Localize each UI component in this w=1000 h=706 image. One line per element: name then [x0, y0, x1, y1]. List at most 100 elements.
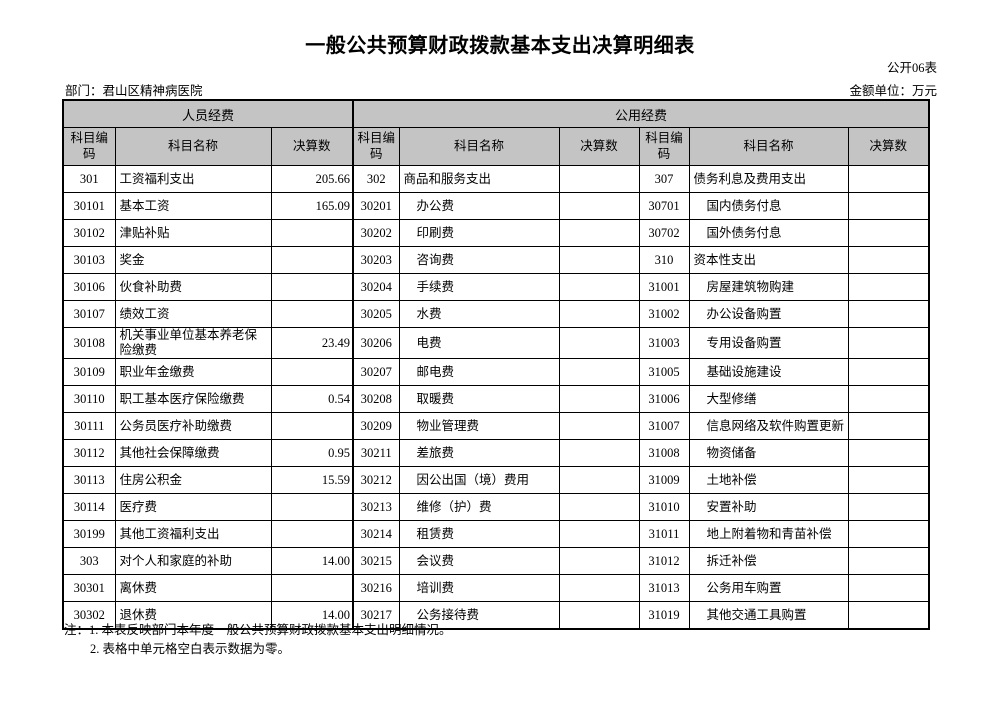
final-amount-cell	[847, 493, 930, 521]
subject-code-cell: 30204	[352, 273, 400, 301]
final-amount-cell	[558, 493, 640, 521]
subject-name-cell: 商品和服务支出	[398, 165, 560, 193]
group-header-personnel: 人员经费	[62, 99, 354, 128]
subject-name-cell: 资本性支出	[688, 246, 849, 274]
table-row: 30114 医疗费 30213 维修（护）费 31010 安置补助	[62, 493, 930, 521]
subject-name-cell: 拆迁补偿	[688, 547, 849, 575]
subject-name-cell: 会议费	[398, 547, 560, 575]
final-amount-cell	[558, 547, 640, 575]
table-header: 人员经费 公用经费 科目编码 科目名称 决算数 科目编码 科目名称 决算数 科目…	[62, 99, 930, 166]
subject-code-cell: 31001	[638, 273, 690, 301]
table-row: 30111 公务员医疗补助缴费 30209 物业管理费 31007 信息网络及软件购置更新	[62, 412, 930, 440]
table-row: 30108 机关事业单位基本养老保险缴费 23.49 30206 电费 31003 专用设备…	[62, 327, 930, 359]
subject-code-cell: 31009	[638, 466, 690, 494]
subject-name-cell: 绩效工资	[114, 300, 272, 328]
subject-code-cell: 30205	[352, 300, 400, 328]
subject-code-cell: 30199	[62, 520, 116, 548]
subject-name-cell: 基础设施建设	[688, 358, 849, 386]
subject-code-cell: 30206	[352, 327, 400, 359]
subject-code-cell: 30102	[62, 219, 116, 247]
final-amount-cell	[558, 520, 640, 548]
subject-code-cell: 30701	[638, 192, 690, 220]
final-amount-cell	[558, 273, 640, 301]
final-amount-cell	[847, 385, 930, 413]
final-amount-cell	[847, 520, 930, 548]
group-header-public: 公用经费	[352, 99, 930, 128]
final-amount-cell: 205.66	[270, 165, 354, 193]
table-row: 30110 职工基本医疗保险缴费 0.54 30208 取暖费 31006 大型修缮	[62, 385, 930, 413]
subject-name-cell: 土地补偿	[688, 466, 849, 494]
subject-name-cell: 物资储备	[688, 439, 849, 467]
final-amount-cell	[558, 246, 640, 274]
subject-name-cell: 国外债务付息	[688, 219, 849, 247]
subject-name-cell: 租赁费	[398, 520, 560, 548]
subject-code-cell: 30201	[352, 192, 400, 220]
subject-name-cell: 安置补助	[688, 493, 849, 521]
subject-code-cell: 30301	[62, 574, 116, 602]
subject-code-cell: 310	[638, 246, 690, 274]
table-row: 301 工资福利支出 205.66 302 商品和服务支出 307 债务利息及费用支出	[62, 165, 930, 193]
subject-code-cell: 30212	[352, 466, 400, 494]
subject-name-cell: 公务员医疗补助缴费	[114, 412, 272, 440]
amount-unit-label: 金额单位：万元	[849, 84, 937, 98]
subject-code-cell: 301	[62, 165, 116, 193]
table-body: 301 工资福利支出 205.66 302 商品和服务支出 307 债务利息及费用支出 301…	[62, 165, 930, 630]
final-amount-cell: 0.54	[270, 385, 354, 413]
subject-name-cell: 专用设备购置	[688, 327, 849, 359]
subject-name-cell: 其他工资福利支出	[114, 520, 272, 548]
subject-code-cell: 31010	[638, 493, 690, 521]
table-row: 303 对个人和家庭的补助 14.00 30215 会议费 31012 拆迁补偿	[62, 547, 930, 575]
page-title: 一般公共预算财政拨款基本支出决算明细表	[305, 35, 695, 57]
subject-code-cell: 30302	[62, 601, 116, 630]
subject-code-cell: 30108	[62, 327, 116, 359]
final-amount-cell	[847, 300, 930, 328]
column-header-subject-name: 科目名称	[114, 127, 272, 166]
subject-code-cell: 307	[638, 165, 690, 193]
subject-name-cell: 因公出国（境）费用	[398, 466, 560, 494]
table-row: 30301 离休费 30216 培训费 31013 公务用车购置	[62, 574, 930, 602]
table-row: 30107 绩效工资 30205 水费 31002 办公设备购置	[62, 300, 930, 328]
footnotes: 注：1. 本表反映部门本年度一般公共预算财政拨款基本支出明细情况。 2. 表格中…	[64, 621, 452, 659]
final-amount-cell	[558, 358, 640, 386]
column-header-subject-code: 科目编码	[62, 127, 116, 166]
subject-name-cell: 物业管理费	[398, 412, 560, 440]
subject-name-cell: 办公设备购置	[688, 300, 849, 328]
subject-name-cell: 津贴补贴	[114, 219, 272, 247]
subject-code-cell: 31008	[638, 439, 690, 467]
subject-name-cell: 退休费	[114, 601, 272, 630]
subject-code-cell: 30208	[352, 385, 400, 413]
subject-name-cell: 其他社会保障缴费	[114, 439, 272, 467]
subject-name-cell: 地上附着物和青苗补偿	[688, 520, 849, 548]
final-amount-cell	[847, 219, 930, 247]
subject-name-cell: 水费	[398, 300, 560, 328]
subject-code-cell: 30112	[62, 439, 116, 467]
final-amount-cell	[847, 601, 930, 630]
subject-name-cell: 工资福利支出	[114, 165, 272, 193]
column-header-final-amount: 决算数	[847, 127, 930, 166]
column-header-final-amount: 决算数	[558, 127, 640, 166]
subject-name-cell: 公务用车购置	[688, 574, 849, 602]
form-code-label: 公开06表	[886, 61, 937, 75]
subject-code-cell: 30101	[62, 192, 116, 220]
final-amount-cell	[847, 358, 930, 386]
final-amount-cell	[847, 412, 930, 440]
subject-code-cell: 30214	[352, 520, 400, 548]
subject-code-cell: 30215	[352, 547, 400, 575]
subject-name-cell: 办公费	[398, 192, 560, 220]
final-amount-cell: 14.00	[270, 547, 354, 575]
final-amount-cell	[847, 574, 930, 602]
final-amount-cell	[558, 412, 640, 440]
subject-code-cell: 31011	[638, 520, 690, 548]
subject-code-cell: 30103	[62, 246, 116, 274]
column-header-final-amount: 决算数	[270, 127, 354, 166]
subject-name-cell: 离休费	[114, 574, 272, 602]
table-row: 30112 其他社会保障缴费 0.95 30211 差旅费 31008 物资储备	[62, 439, 930, 467]
table-row: 30103 奖金 30203 咨询费 310 资本性支出	[62, 246, 930, 274]
final-amount-cell	[270, 574, 354, 602]
final-amount-cell	[270, 520, 354, 548]
subject-code-cell: 30111	[62, 412, 116, 440]
subject-code-cell: 30213	[352, 493, 400, 521]
column-header-subject-name: 科目名称	[688, 127, 849, 166]
final-amount-cell	[558, 385, 640, 413]
subject-code-cell: 31019	[638, 601, 690, 630]
